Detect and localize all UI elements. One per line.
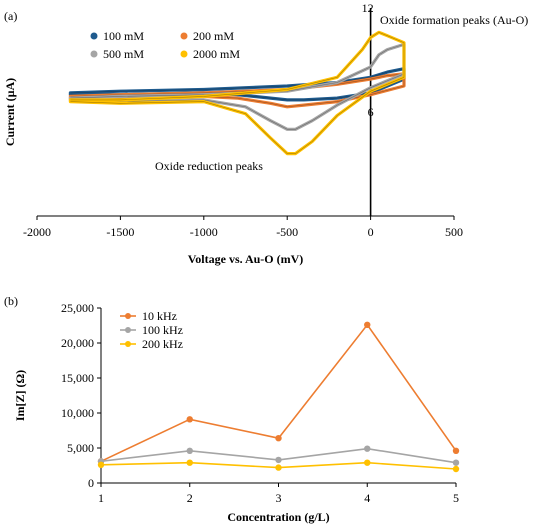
x-axis-title: Concentration (g/L) [227, 510, 329, 524]
x-axis-title: Voltage vs. Au-O (mV) [188, 252, 304, 266]
legend-label: 10 kHz [142, 309, 177, 323]
series-line [68, 30, 406, 156]
x-tick-label: -500 [276, 225, 298, 239]
data-point [186, 416, 193, 423]
y-tick-label: 25,000 [61, 301, 94, 315]
data-point [186, 459, 193, 466]
y-axis-title: Current (µA) [3, 78, 17, 146]
legend-label: 100 mM [103, 29, 144, 43]
legend-label: 100 kHz [142, 323, 183, 337]
legend-label: 200 mM [193, 29, 234, 43]
data-point [452, 447, 460, 454]
x-tick-label: 2 [187, 491, 193, 505]
y-tick-label: 20,000 [61, 336, 94, 350]
legend-label: 500 mM [103, 47, 144, 61]
data-point [97, 461, 105, 468]
legend-marker [180, 50, 188, 58]
panel-b-impedance-chart: (b) 0 5,000 10,000 15,000 20,000 25,000 1 2 3 4 5 Co… [4, 294, 460, 524]
data-point [452, 459, 460, 466]
legend-marker [125, 313, 131, 319]
series-outline [70, 31, 405, 154]
panel-b-label: (b) [4, 294, 18, 308]
data-point [364, 445, 371, 452]
x-tick-label: -2000 [23, 225, 51, 239]
data-point [275, 464, 282, 471]
panel-a-voltammogram: (a) -2000 -1500 -1000 -500 0 500 6 12 Voltage vs.… [3, 1, 528, 266]
x-tick-label: 4 [364, 491, 370, 505]
legend-marker [90, 32, 98, 40]
data-point [275, 456, 282, 464]
x-tick-label: -1500 [106, 225, 134, 239]
y-tick-label: 15,000 [61, 371, 94, 385]
y-tick-label: 12 [362, 1, 374, 15]
data-point [186, 447, 193, 454]
y-tick-label: 6 [368, 105, 374, 119]
legend-label: 200 kHz [142, 337, 183, 351]
x-tick-label: 3 [276, 491, 282, 505]
legend-marker [125, 341, 131, 347]
x-tick-label: -1000 [190, 225, 218, 239]
data-point [364, 459, 371, 466]
data-point [364, 321, 371, 328]
x-tick-label: 0 [368, 225, 374, 239]
data-point [452, 465, 460, 473]
legend: 100 mM 200 mM 500 mM 2000 mM [90, 29, 240, 61]
y-tick-label: 0 [88, 476, 94, 490]
series-outline [70, 43, 405, 130]
legend-marker [90, 50, 98, 58]
annotation-oxide-reduction: Oxide reduction peaks [155, 159, 263, 173]
y-tick-label: 5,000 [67, 441, 94, 455]
panel-a-label: (a) [4, 9, 17, 23]
x-tick-label: 5 [453, 491, 459, 505]
y-tick-label: 10,000 [61, 406, 94, 420]
legend-marker [125, 327, 131, 333]
legend-marker [180, 32, 188, 40]
annotation-oxide-formation: Oxide formation peaks (Au-O) [380, 13, 528, 27]
y-axis-title: Im[Z] (Ω) [13, 370, 27, 421]
x-tick-label: 1 [98, 491, 104, 505]
series-line [68, 42, 406, 131]
x-tick-label: 500 [445, 225, 463, 239]
data-point [275, 435, 282, 442]
legend-label: 2000 mM [193, 47, 240, 61]
